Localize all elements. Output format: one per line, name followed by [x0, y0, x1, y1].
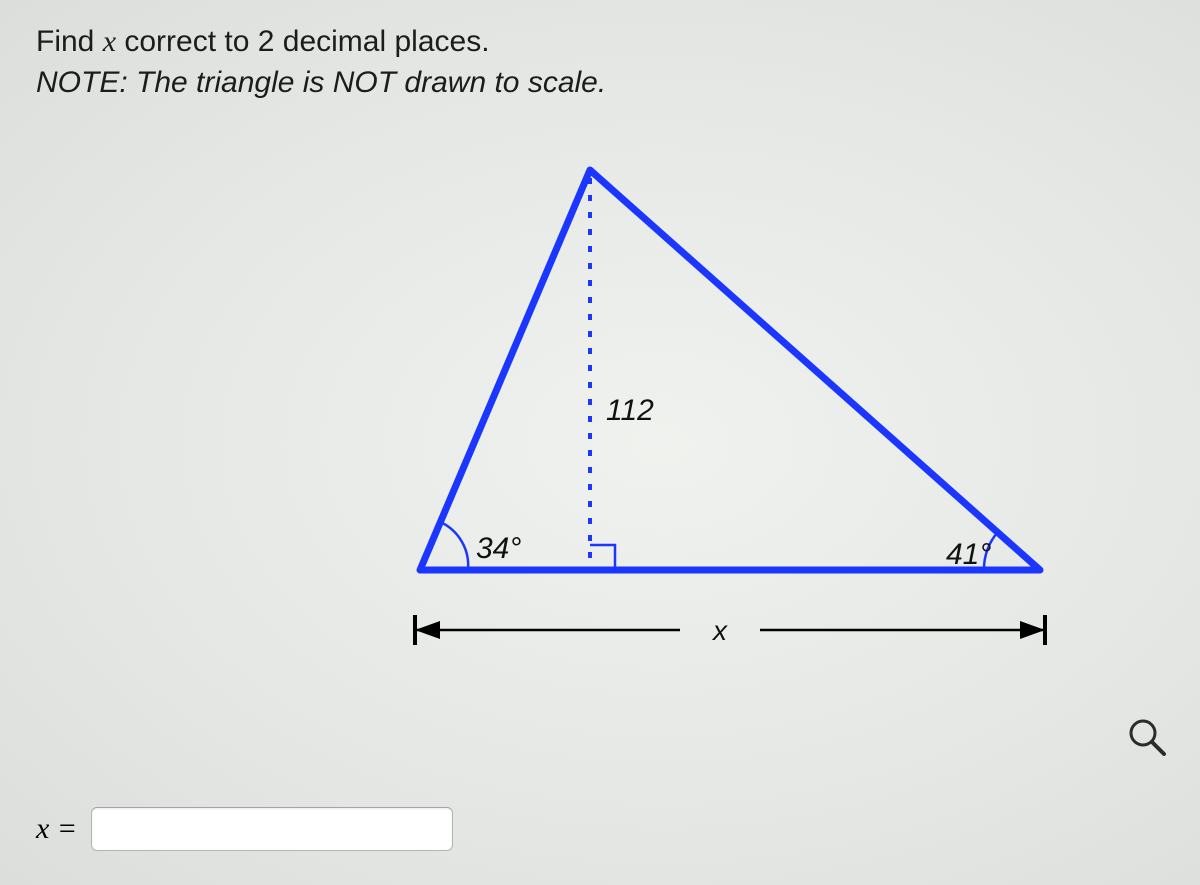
angle-left-label: 34°: [476, 532, 521, 565]
triangle-shape: [420, 170, 1040, 570]
right-angle-marker: [590, 545, 615, 570]
question-line1-var: x: [103, 25, 116, 58]
magnifier-icon: [1126, 716, 1168, 758]
triangle-figure: 112 34° 41° x: [360, 140, 1100, 700]
answer-prefix: x =: [36, 812, 77, 846]
base-dimension: x: [415, 615, 1045, 646]
answer-row: x =: [36, 807, 453, 851]
zoom-button[interactable]: [1126, 716, 1168, 763]
angle-right-label: 41°: [946, 538, 991, 571]
height-label: 112: [606, 394, 654, 427]
base-dimension-label: x: [711, 615, 728, 646]
question-line1-post: correct to 2 decimal places.: [116, 25, 490, 58]
answer-input[interactable]: [91, 807, 453, 851]
question-note: NOTE: The triangle is NOT drawn to scale…: [36, 66, 606, 99]
angle-arc-left: [440, 522, 468, 570]
question-panel: Find x correct to 2 decimal places. NOTE…: [0, 0, 1200, 885]
question-line1-pre: Find: [36, 25, 103, 58]
question-text: Find x correct to 2 decimal places. NOTE…: [36, 22, 606, 103]
